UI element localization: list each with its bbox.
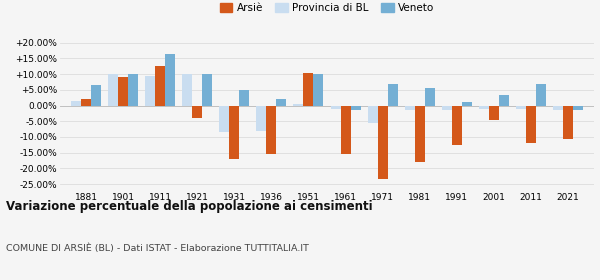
Bar (377, 106, 388, 179)
Bar (229, 106, 239, 159)
Bar (341, 106, 350, 154)
Text: COMUNE DI ARSIÈ (BL) - Dati ISTAT - Elaborazione TUTTITALIA.IT: COMUNE DI ARSIÈ (BL) - Dati ISTAT - Elab… (6, 244, 309, 253)
Bar (425, 88, 435, 106)
Bar (71, 101, 81, 106)
Bar (368, 106, 377, 123)
Bar (202, 74, 212, 106)
Bar (239, 90, 250, 106)
Bar (91, 85, 101, 106)
Bar (277, 99, 286, 106)
Bar (145, 76, 155, 106)
Bar (563, 106, 573, 139)
Bar (573, 106, 583, 110)
Bar (304, 73, 313, 106)
Bar (499, 95, 509, 106)
Bar (479, 106, 489, 109)
Bar (165, 54, 175, 106)
Bar (155, 66, 165, 106)
Bar (118, 77, 128, 106)
Bar (404, 106, 415, 110)
Bar (388, 83, 398, 106)
Bar (516, 106, 526, 109)
Bar (219, 106, 229, 132)
Legend: Arsiè, Provincia di BL, Veneto: Arsiè, Provincia di BL, Veneto (216, 0, 438, 17)
Bar (182, 74, 192, 106)
Bar (331, 106, 341, 109)
Bar (452, 106, 462, 145)
Bar (462, 102, 472, 106)
Bar (266, 106, 277, 154)
Bar (192, 106, 202, 118)
Bar (256, 106, 266, 131)
Bar (553, 106, 563, 110)
Bar (293, 104, 304, 106)
Bar (526, 106, 536, 143)
Bar (81, 99, 91, 106)
Bar (536, 83, 546, 106)
Bar (489, 106, 499, 120)
Bar (415, 106, 425, 162)
Text: Variazione percentuale della popolazione ai censimenti: Variazione percentuale della popolazione… (6, 200, 373, 213)
Bar (128, 74, 138, 106)
Bar (350, 106, 361, 110)
Bar (442, 106, 452, 110)
Bar (108, 74, 118, 106)
Bar (313, 74, 323, 106)
